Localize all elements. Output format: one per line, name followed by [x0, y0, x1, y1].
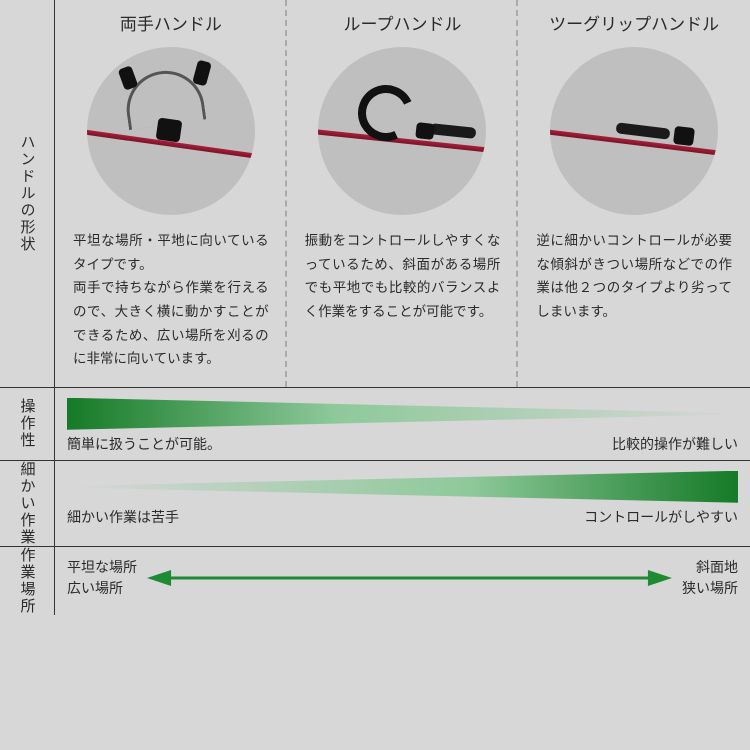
- row-label-fine: 細かい作業: [0, 460, 55, 546]
- col-desc-0: 平坦な場所・平地に向いているタイプです。 両手で持ちながら作業を行えるので、大き…: [67, 229, 275, 387]
- col-1: ループハンドル 振動をコントロールしやすくなっているため、斜面がある場所でも平地…: [287, 0, 519, 387]
- col-0: 両手ハンドル 平坦な場所・平地に向いているタイプです。 両手で持ちながら作業を行…: [55, 0, 287, 387]
- location-right: 斜面地 狭い場所: [682, 557, 738, 599]
- row-label-location: 作業場所: [0, 546, 55, 615]
- col-title-2: ツーグリップハンドル: [530, 0, 738, 43]
- row-label-shape: ハンドルの形状: [0, 0, 55, 387]
- fine-cell: 細かい作業は苦手 コントロールがしやすい: [55, 460, 750, 546]
- operability-left: 簡単に扱うことが可能。: [67, 434, 221, 454]
- location-cell: 平坦な場所 広い場所 斜面地 狭い場所: [55, 546, 750, 615]
- location-left: 平坦な場所 広い場所: [67, 557, 137, 599]
- col-title-0: 両手ハンドル: [67, 0, 275, 43]
- operability-cell: 簡単に扱うことが可能。 比較的操作が難しい: [55, 387, 750, 460]
- col-2: ツーグリップハンドル 逆に細かいコントロールが必要な傾斜がきつい場所などでの作業…: [518, 0, 750, 387]
- col-desc-2: 逆に細かいコントロールが必要な傾斜がきつい場所などでの作業は他２つのタイプより劣…: [530, 229, 738, 340]
- col-title-1: ループハンドル: [299, 0, 507, 43]
- handle-image-0: [87, 47, 255, 215]
- operability-wedge: [67, 398, 738, 430]
- handle-image-2: [550, 47, 718, 215]
- fine-left: 細かい作業は苦手: [67, 507, 179, 527]
- row-label-operability: 操作性: [0, 387, 55, 460]
- location-arrow-icon: [147, 563, 672, 593]
- handle-image-1: [318, 47, 486, 215]
- fine-right: コントロールがしやすい: [584, 507, 738, 527]
- operability-right: 比較的操作が難しい: [612, 434, 738, 454]
- col-desc-1: 振動をコントロールしやすくなっているため、斜面がある場所でも平地でも比較的バラン…: [299, 229, 507, 340]
- fine-wedge: [67, 471, 738, 503]
